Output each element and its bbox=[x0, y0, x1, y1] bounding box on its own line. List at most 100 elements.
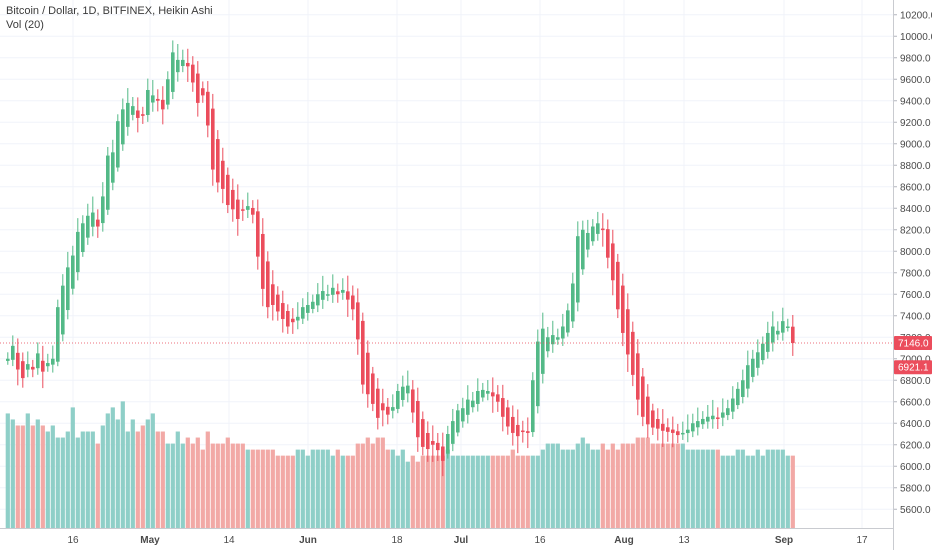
candle-body bbox=[196, 73, 200, 103]
volume-bar bbox=[495, 455, 500, 528]
candle-body bbox=[471, 400, 475, 408]
volume-bar bbox=[75, 437, 80, 528]
volume-bar bbox=[775, 449, 780, 528]
volume-bar bbox=[660, 443, 665, 528]
candle-body bbox=[776, 330, 780, 335]
candle-body bbox=[731, 398, 735, 412]
candle-body bbox=[596, 223, 600, 234]
candle-body bbox=[606, 229, 610, 258]
volume-bar bbox=[300, 449, 305, 528]
candle-body bbox=[231, 189, 235, 210]
candle-body bbox=[486, 391, 490, 394]
y-tick-label: 8400.0 bbox=[900, 204, 931, 215]
candle-body bbox=[201, 88, 205, 96]
volume-bar bbox=[510, 449, 515, 528]
volume-bar bbox=[365, 437, 370, 528]
candle-body bbox=[781, 321, 785, 333]
candle-body bbox=[296, 316, 300, 321]
volume-bar bbox=[390, 449, 395, 528]
candle-body bbox=[521, 430, 525, 433]
volume-bar bbox=[705, 449, 710, 528]
volume-bar bbox=[100, 425, 105, 528]
candle-body bbox=[416, 400, 420, 438]
candle-body bbox=[356, 302, 360, 340]
candle-body bbox=[71, 255, 75, 289]
volume-bar bbox=[640, 437, 645, 528]
candle-body bbox=[161, 99, 165, 110]
symbol-title[interactable]: Bitcoin / Dollar, 1D, BITFINEX, Heikin A… bbox=[6, 5, 213, 17]
volume-bar bbox=[580, 437, 585, 528]
volume-bar bbox=[620, 443, 625, 528]
volume-bar bbox=[725, 455, 730, 528]
volume-bar bbox=[415, 461, 420, 528]
volume-bar bbox=[235, 443, 240, 528]
volume-indicator-label[interactable]: Vol (20) bbox=[6, 19, 44, 31]
volume-bar bbox=[730, 455, 735, 528]
volume-bar bbox=[745, 455, 750, 528]
candle-body bbox=[116, 121, 120, 168]
y-tick-label: 8000.0 bbox=[900, 247, 931, 258]
volume-bar bbox=[455, 455, 460, 528]
candle-body bbox=[481, 389, 485, 398]
candle-body bbox=[671, 429, 675, 433]
time-axis[interactable]: 16 May 14 Jun 18 Jul 16 Aug 13 Sep 17 bbox=[0, 528, 893, 547]
candle-body bbox=[56, 307, 60, 362]
volume-bar bbox=[615, 449, 620, 528]
candle-body bbox=[326, 294, 330, 296]
volume-bar bbox=[570, 449, 575, 528]
volume-bar bbox=[245, 449, 250, 528]
candle-body bbox=[31, 366, 35, 370]
volume-bar bbox=[765, 449, 770, 528]
volume-bar bbox=[45, 431, 50, 528]
candle-body bbox=[321, 291, 325, 300]
candle-body bbox=[446, 434, 450, 454]
volume-bar bbox=[350, 455, 355, 528]
candle-body bbox=[66, 267, 70, 311]
volume-bar bbox=[25, 413, 30, 528]
candle-body bbox=[36, 353, 40, 369]
volume-bar bbox=[675, 443, 680, 528]
y-tick-label: 7000.0 bbox=[900, 354, 931, 365]
volume-bar bbox=[435, 455, 440, 528]
volume-bar bbox=[90, 431, 95, 528]
candle-body bbox=[511, 416, 515, 433]
candle-body bbox=[741, 380, 745, 397]
volume-bar bbox=[405, 461, 410, 528]
candle-body bbox=[311, 301, 315, 309]
volume-bar bbox=[480, 455, 485, 528]
volume-bar bbox=[780, 449, 785, 528]
candle-body bbox=[371, 373, 375, 404]
candle-body bbox=[421, 419, 425, 447]
volume-bar bbox=[515, 455, 520, 528]
price-tag bbox=[894, 360, 932, 375]
x-tick-label: May bbox=[140, 535, 160, 546]
price-axis[interactable]: 5600.0 5800.0 6000.0 6200.0 6400.0 6600.0 6800… bbox=[893, 0, 932, 550]
candle-body bbox=[381, 403, 385, 411]
y-tick-label: 7800.0 bbox=[900, 268, 931, 279]
volume-bar bbox=[500, 455, 505, 528]
candle-body bbox=[76, 231, 80, 273]
volume-bar bbox=[310, 449, 315, 528]
candle-body bbox=[181, 59, 185, 67]
x-tick-label: 16 bbox=[534, 535, 546, 546]
candle-body bbox=[146, 90, 150, 116]
volume-bar bbox=[265, 449, 270, 528]
candle-body bbox=[171, 52, 175, 92]
candle-body bbox=[666, 427, 670, 432]
volume-bar bbox=[750, 455, 755, 528]
volume-bar bbox=[520, 455, 525, 528]
volume-bar bbox=[400, 449, 405, 528]
volume-bar bbox=[585, 443, 590, 528]
candle-body bbox=[626, 309, 630, 355]
volume-bar bbox=[680, 443, 685, 528]
candle-body bbox=[436, 442, 440, 451]
candle-body bbox=[476, 391, 480, 404]
volume-bar bbox=[60, 437, 65, 528]
volume-bar bbox=[260, 449, 265, 528]
volume-bar bbox=[530, 455, 535, 528]
volume-bar bbox=[560, 449, 565, 528]
candle-body bbox=[136, 110, 140, 118]
candle-body bbox=[91, 212, 95, 227]
volume-bar bbox=[665, 443, 670, 528]
